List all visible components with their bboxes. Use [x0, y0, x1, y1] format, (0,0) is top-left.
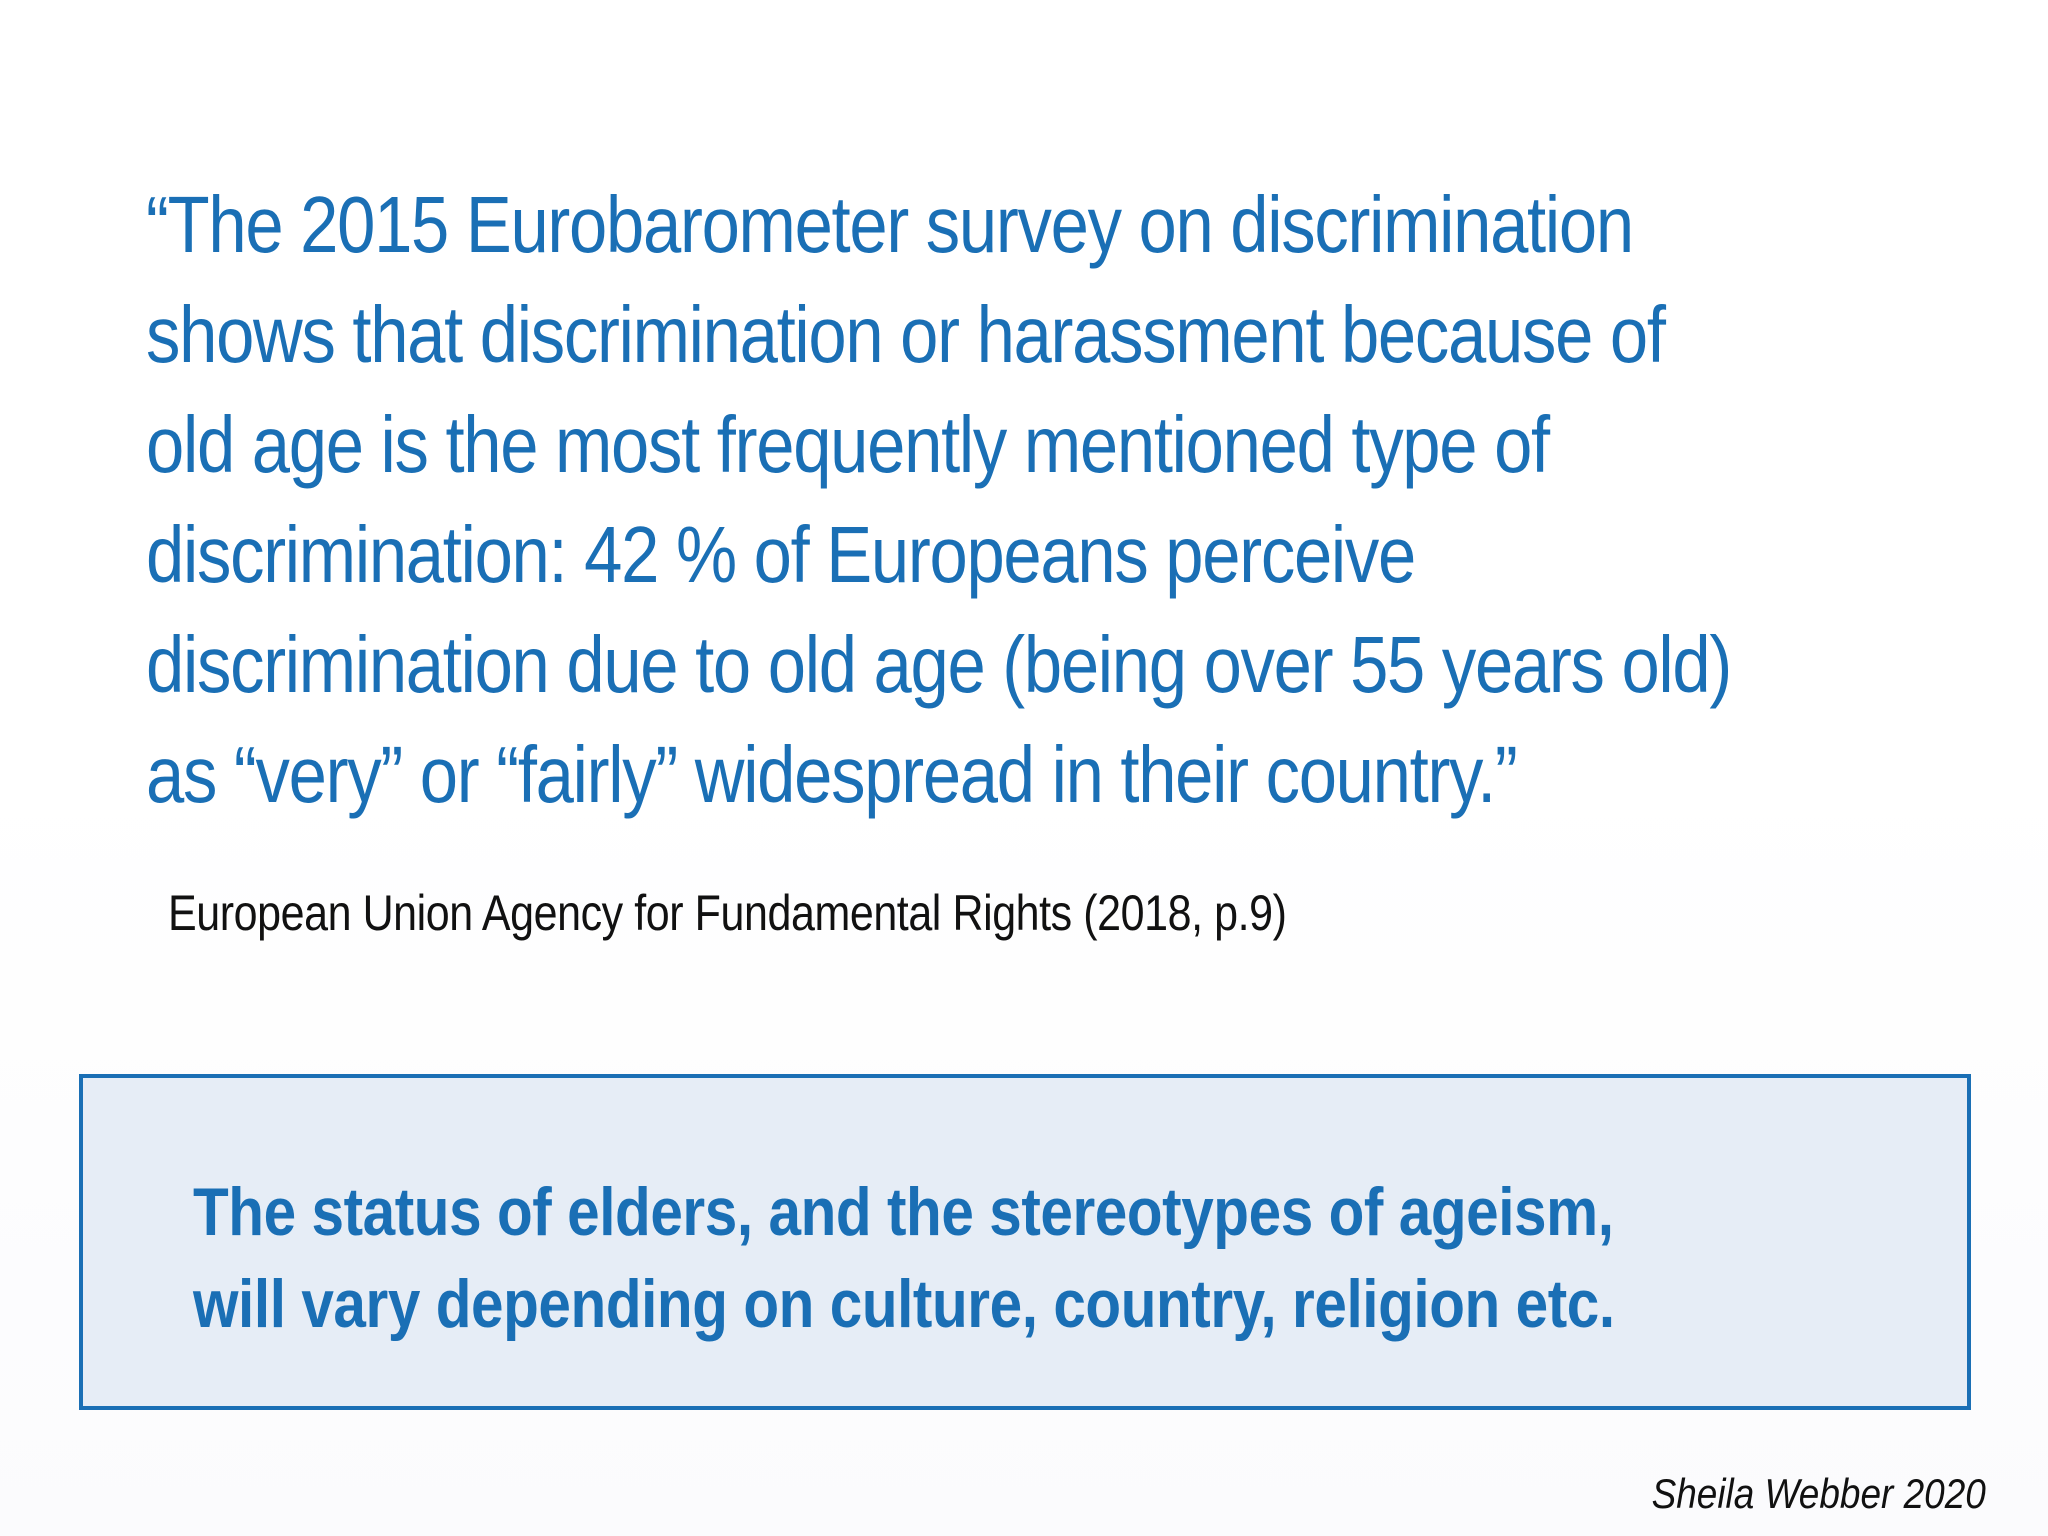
quote-line: discrimination due to old age (being ove…: [146, 620, 1732, 709]
quote-text: “The 2015 Eurobarometer survey on discri…: [146, 170, 2006, 830]
quote-line: discrimination: 42 % of Europeans percei…: [146, 510, 1416, 599]
note-line: will vary depending on culture, country,…: [193, 1266, 1615, 1342]
quote-line: old age is the most frequently mentioned…: [146, 400, 1550, 489]
author-credit: Sheila Webber 2020: [1651, 1470, 1986, 1517]
quote-line: shows that discrimination or harassment …: [146, 290, 1666, 379]
note-line: The status of elders, and the stereotype…: [193, 1174, 1614, 1250]
note-text: The status of elders, and the stereotype…: [193, 1166, 1846, 1350]
quote-line: “The 2015 Eurobarometer survey on discri…: [146, 180, 1634, 269]
quote-line: as “very” or “fairly” widespread in thei…: [146, 730, 1518, 819]
note-box: The status of elders, and the stereotype…: [79, 1074, 1971, 1410]
quote-citation: European Union Agency for Fundamental Ri…: [168, 885, 1287, 941]
